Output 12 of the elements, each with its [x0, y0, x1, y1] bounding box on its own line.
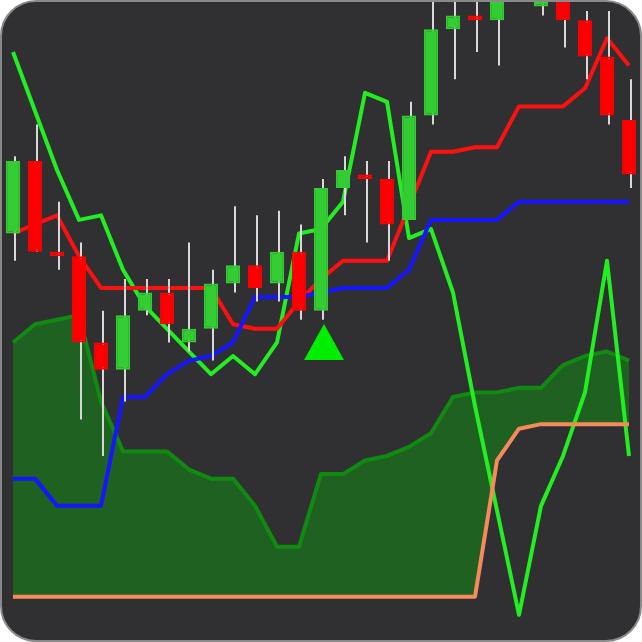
candlestick	[577, 10, 593, 81]
candlestick	[181, 241, 197, 353]
candlestick	[247, 214, 263, 303]
candlestick	[445, 2, 461, 81]
candlestick	[269, 209, 285, 303]
candlestick	[357, 159, 373, 244]
candlestick	[225, 205, 241, 294]
candlestick	[489, 2, 505, 67]
candlestick	[379, 159, 395, 262]
candlestick	[93, 309, 109, 457]
candlestick	[159, 277, 175, 344]
candlestick	[203, 268, 219, 362]
